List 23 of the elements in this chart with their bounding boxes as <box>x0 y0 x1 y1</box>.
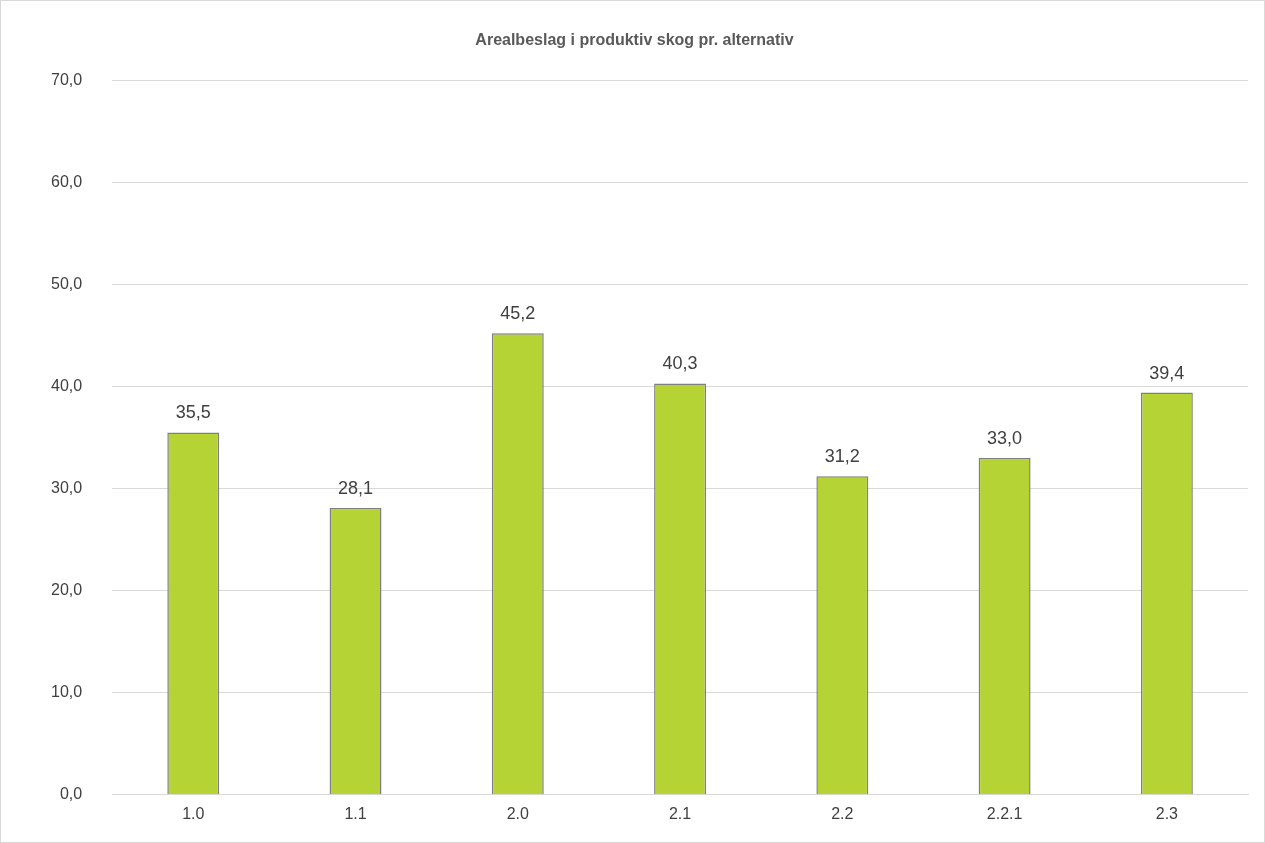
data-label: 31,2 <box>824 446 860 467</box>
chart-title: Arealbeslag i produktiv skog pr. alternativ <box>475 31 794 49</box>
x-tick-label: 2.0 <box>506 804 530 822</box>
x-tick-label: 2.3 <box>1155 804 1179 822</box>
data-label: 45,2 <box>500 303 536 324</box>
data-label: 33,0 <box>987 427 1023 448</box>
y-tick-label: 30,0 <box>51 478 83 496</box>
y-tick-label: 70,0 <box>51 70 83 88</box>
x-tick-label: 1.0 <box>182 804 205 822</box>
y-tick-label: 40,0 <box>51 376 83 394</box>
data-label: 39,4 <box>1149 362 1185 383</box>
y-tick-label: 60,0 <box>51 172 83 190</box>
x-tick-label: 1.1 <box>344 804 367 822</box>
data-label: 35,5 <box>175 402 211 423</box>
y-tick-label: 20,0 <box>51 581 83 599</box>
y-tick-label: 0,0 <box>59 785 83 803</box>
x-tick-label: 2.2.1 <box>986 804 1023 822</box>
y-tick-label: 50,0 <box>51 274 83 292</box>
data-label: 28,1 <box>338 477 374 498</box>
x-tick-label: 2.1 <box>668 804 692 822</box>
y-tick-label: 10,0 <box>51 683 83 701</box>
x-tick-label: 2.2 <box>831 804 854 822</box>
data-label: 40,3 <box>662 353 698 374</box>
